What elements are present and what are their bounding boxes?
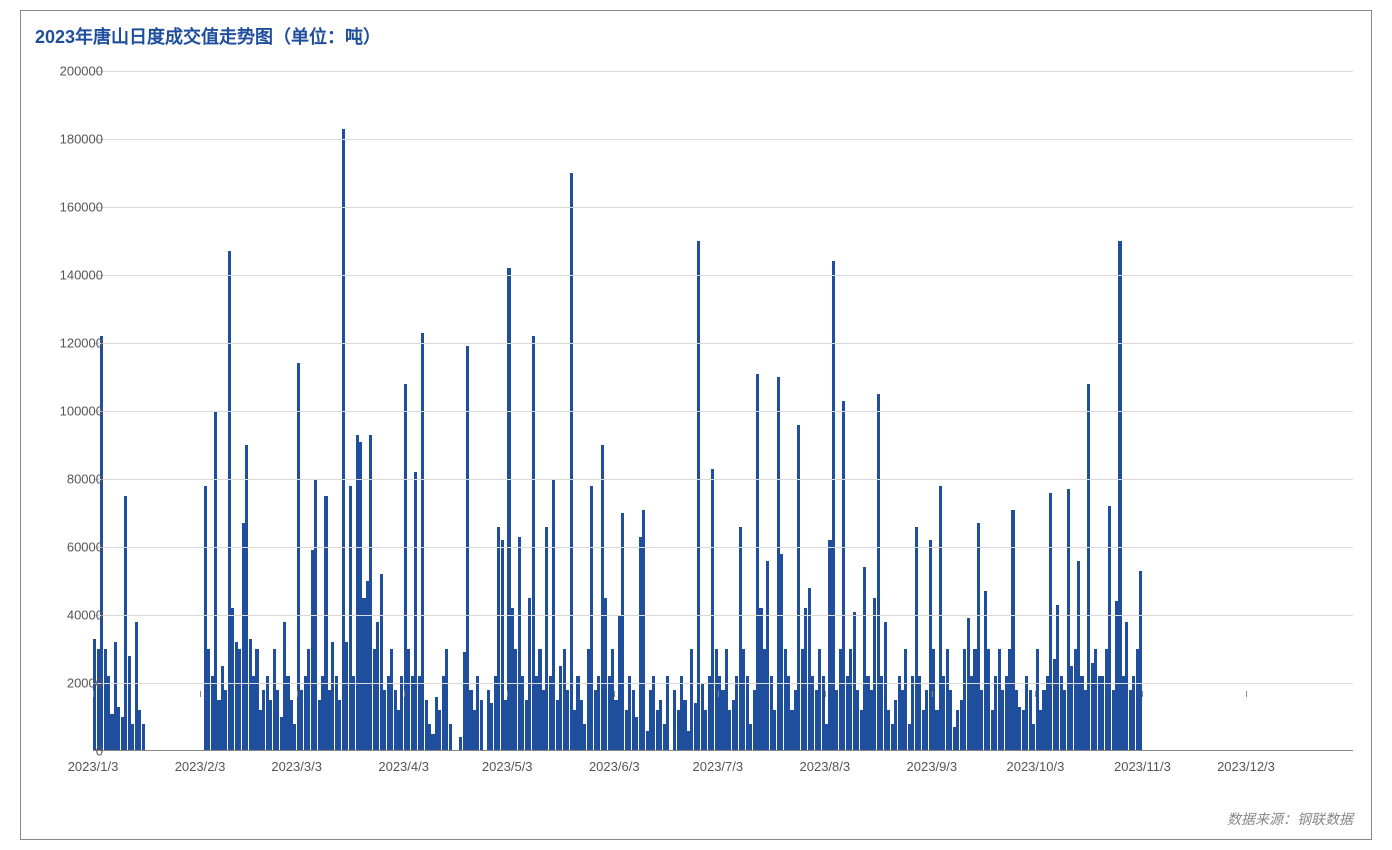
x-tick-mark: [404, 691, 405, 697]
y-tick-label: 120000: [43, 336, 103, 351]
x-tick-mark: [614, 691, 615, 697]
x-tick-label: 2023/1/3: [68, 759, 119, 774]
x-tick-label: 2023/7/3: [693, 759, 744, 774]
x-tick-label: 2023/8/3: [800, 759, 851, 774]
y-gridline: [93, 479, 1353, 480]
x-tick-label: 2023/4/3: [378, 759, 429, 774]
y-gridline: [93, 207, 1353, 208]
chart-title: 2023年唐山日度成交值走势图（单位：吨）: [35, 23, 381, 49]
y-gridline: [93, 615, 1353, 616]
x-tick-mark: [200, 691, 201, 697]
y-gridline: [93, 411, 1353, 412]
x-tick-label: 2023/6/3: [589, 759, 640, 774]
x-tick-label: 2023/5/3: [482, 759, 533, 774]
x-tick-label: 2023/10/3: [1006, 759, 1064, 774]
x-axis-line: [93, 750, 1353, 751]
y-tick-label: 140000: [43, 268, 103, 283]
y-tick-label: 180000: [43, 132, 103, 147]
x-tick-label: 2023/11/3: [1114, 759, 1171, 774]
bar: [449, 724, 452, 751]
y-tick-label: 40000: [43, 608, 103, 623]
bar: [421, 333, 424, 751]
y-tick-label: 60000: [43, 540, 103, 555]
x-tick-mark: [1246, 691, 1247, 697]
bar: [832, 261, 835, 751]
bar: [480, 700, 483, 751]
x-tick-mark: [507, 691, 508, 697]
plot-area: [93, 71, 1353, 751]
bar: [570, 173, 573, 751]
x-tick-mark: [825, 691, 826, 697]
x-tick-mark: [1035, 691, 1036, 697]
x-tick-mark: [718, 691, 719, 697]
y-tick-label: 160000: [43, 200, 103, 215]
bar: [697, 241, 700, 751]
x-tick-label: 2023/12/3: [1217, 759, 1275, 774]
x-tick-label: 2023/2/3: [175, 759, 226, 774]
bar: [1139, 571, 1142, 751]
y-gridline: [93, 683, 1353, 684]
x-tick-label: 2023/9/3: [907, 759, 958, 774]
y-tick-label: 0: [43, 744, 103, 759]
bar: [666, 676, 669, 751]
bar: [642, 510, 645, 751]
y-tick-label: 200000: [43, 64, 103, 79]
x-tick-mark: [297, 691, 298, 697]
y-gridline: [93, 71, 1353, 72]
chart-container: 2023年唐山日度成交值走势图（单位：吨） 0 20000 40000 60000 80…: [20, 10, 1372, 840]
x-tick-mark: [1142, 691, 1143, 697]
x-tick-mark: [93, 691, 94, 697]
y-tick-label: 20000: [43, 676, 103, 691]
y-tick-label: 80000: [43, 472, 103, 487]
x-tick-mark: [932, 691, 933, 697]
y-gridline: [93, 139, 1353, 140]
data-source-label: 数据来源：钢联数据: [1227, 809, 1353, 829]
bar: [142, 724, 145, 751]
x-tick-label: 2023/3/3: [271, 759, 322, 774]
y-gridline: [93, 275, 1353, 276]
y-tick-label: 100000: [43, 404, 103, 419]
y-gridline: [93, 343, 1353, 344]
y-gridline: [93, 547, 1353, 548]
bar: [1118, 241, 1121, 751]
